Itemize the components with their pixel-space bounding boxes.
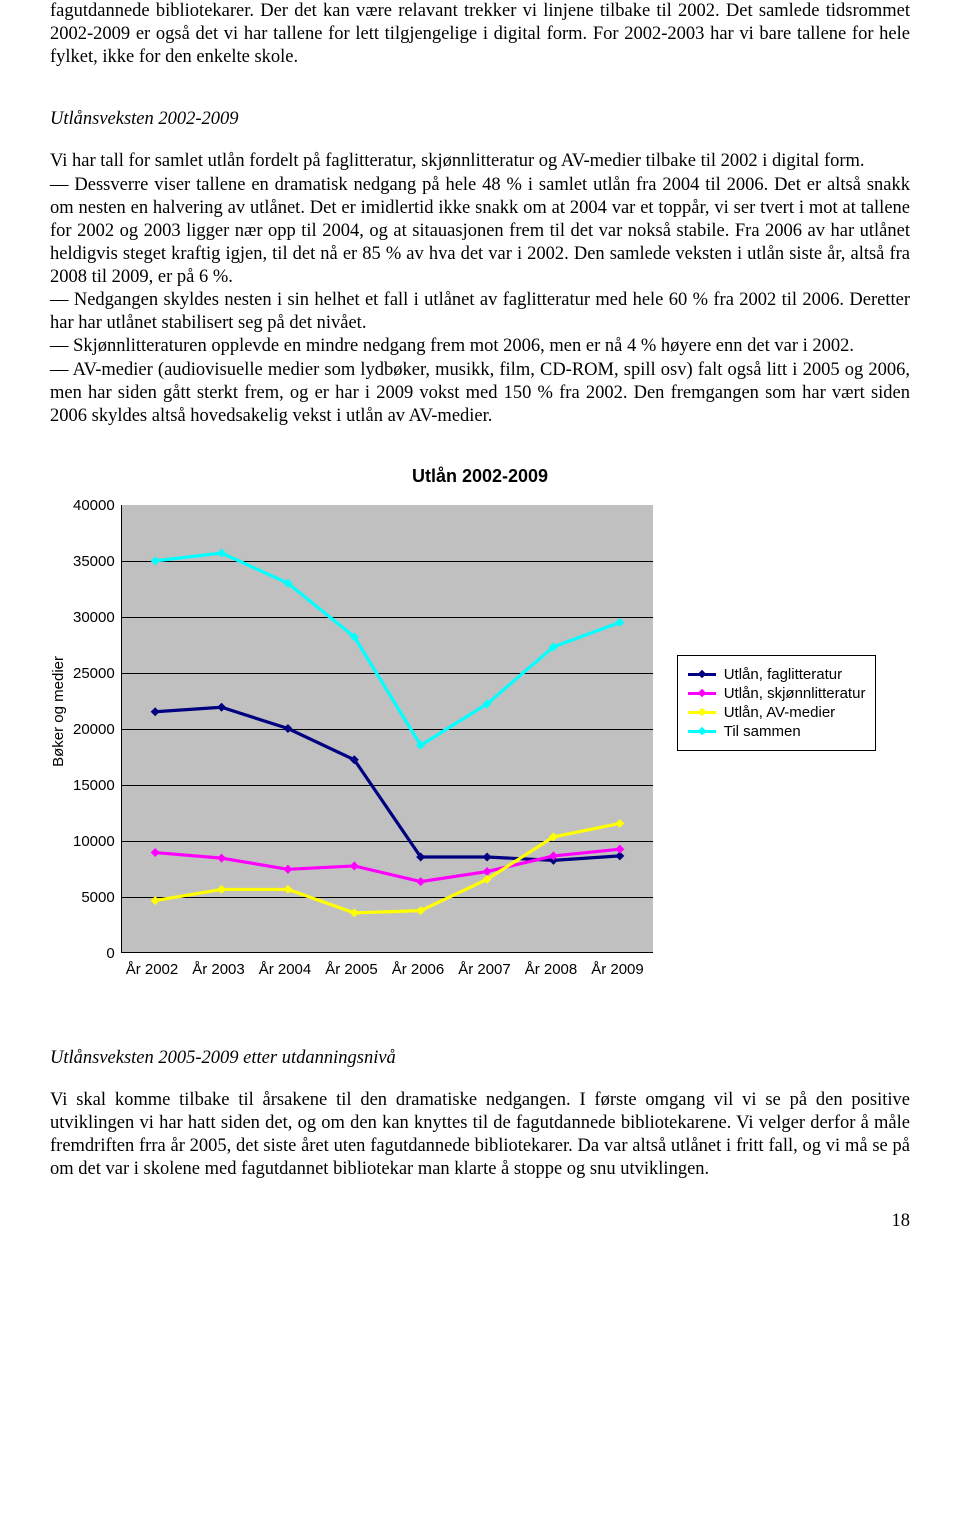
legend-label: Utlån, faglitteratur (724, 666, 842, 683)
x-axis-ticks: År 2002År 2003År 2004År 2005År 2006År 20… (119, 961, 653, 978)
y-tick-label: 40000 (73, 498, 115, 554)
series-marker (615, 845, 624, 854)
section2-heading: Utlånsveksten 2005-2009 etter utdannings… (50, 1048, 910, 1069)
y-axis-ticks: 4000035000300002500020000150001000050000 (73, 505, 121, 968)
series-marker (150, 896, 159, 905)
section1-p5: — AV-medier (audiovisuelle medier som ly… (50, 359, 910, 428)
section2-body: Vi skal komme tilbake til årsakene til d… (50, 1089, 910, 1182)
series-marker (283, 865, 292, 874)
legend-label: Til sammen (724, 723, 801, 740)
x-tick-label: År 2004 (252, 961, 319, 978)
y-tick-label: 25000 (73, 666, 115, 722)
legend-label: Utlån, AV-medier (724, 704, 835, 721)
series-marker (150, 707, 159, 716)
series-marker (150, 556, 159, 565)
y-tick-label: 20000 (73, 722, 115, 778)
x-tick-label: År 2009 (584, 961, 651, 978)
section1-body: Vi har tall for samlet utlån fordelt på … (50, 150, 910, 428)
series-marker (615, 819, 624, 828)
section1-p2: — Dessverre viser tallene en dramatisk n… (50, 174, 910, 290)
legend-swatch (688, 711, 716, 714)
legend-item: Utlån, faglitteratur (688, 666, 866, 683)
x-tick-label: År 2002 (119, 961, 186, 978)
section1-p3: — Nedgangen skyldes nesten i sin helhet … (50, 289, 910, 335)
y-axis-label: Bøker og medier (50, 656, 67, 767)
series-line (155, 553, 620, 745)
section1-p4: — Skjønnlitteraturen opplevde en mindre … (50, 335, 910, 358)
series-marker (350, 861, 359, 870)
plot-area (121, 505, 653, 953)
y-tick-label: 5000 (73, 890, 115, 946)
series-marker (283, 885, 292, 894)
page-number: 18 (50, 1211, 910, 1232)
y-tick-label: 0 (73, 946, 115, 961)
series-marker (217, 703, 226, 712)
intro-text: fagutdannede bibliotekarer. Der det kan … (50, 0, 910, 69)
series-marker (217, 885, 226, 894)
series-marker (350, 908, 359, 917)
x-tick-label: År 2008 (518, 961, 585, 978)
y-tick-label: 10000 (73, 834, 115, 890)
chart-title: Utlån 2002-2009 (50, 466, 910, 487)
x-tick-label: År 2003 (185, 961, 252, 978)
y-tick-label: 15000 (73, 778, 115, 834)
section1-heading: Utlånsveksten 2002-2009 (50, 109, 910, 130)
legend-item: Utlån, skjønnlitteratur (688, 685, 866, 702)
line-chart: Bøker og medier 400003500030000250002000… (50, 505, 910, 978)
section2-p1: Vi skal komme tilbake til årsakene til d… (50, 1089, 910, 1182)
series-marker (150, 848, 159, 857)
series-line (155, 849, 620, 881)
series-marker (217, 853, 226, 862)
section1-p1: Vi har tall for samlet utlån fordelt på … (50, 150, 910, 173)
series-marker (482, 852, 491, 861)
legend-swatch (688, 692, 716, 695)
legend-item: Utlån, AV-medier (688, 704, 866, 721)
y-tick-label: 30000 (73, 610, 115, 666)
x-tick-label: År 2007 (451, 961, 518, 978)
series-marker (615, 618, 624, 627)
x-tick-label: År 2005 (318, 961, 385, 978)
series-marker (482, 867, 491, 876)
legend-swatch (688, 730, 716, 733)
intro-paragraph: fagutdannede bibliotekarer. Der det kan … (50, 0, 910, 69)
legend-swatch (688, 673, 716, 676)
legend-item: Til sammen (688, 723, 866, 740)
chart-legend: Utlån, faglitteratur Utlån, skjønnlittera… (677, 655, 877, 751)
y-tick-label: 35000 (73, 554, 115, 610)
legend-label: Utlån, skjønnlitteratur (724, 685, 866, 702)
x-tick-label: År 2006 (385, 961, 452, 978)
series-marker (416, 877, 425, 886)
